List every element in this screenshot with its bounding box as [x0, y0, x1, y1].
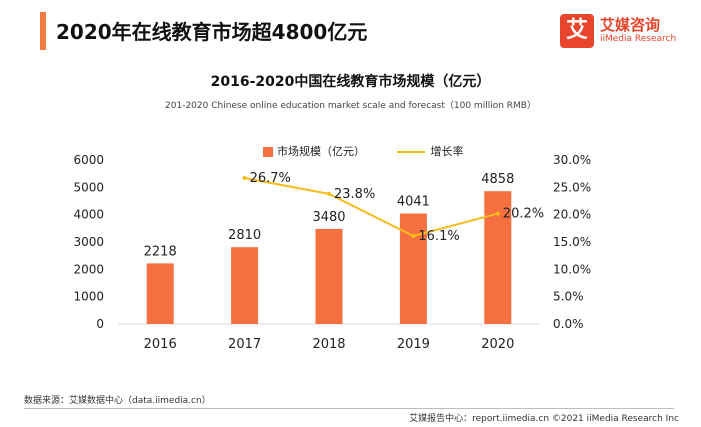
- legend-item-line: 增长率: [396, 143, 464, 159]
- brand-logo: 艾 艾媒咨询 iiMedia Research: [560, 12, 700, 52]
- y-left-tick-label: 0: [96, 317, 104, 331]
- growth-value-label: 16.1%: [418, 229, 459, 244]
- bar-2016: [146, 263, 174, 324]
- growth-point-2019: [411, 233, 416, 238]
- bar-2017: [231, 247, 259, 324]
- y-right-tick-label: 25.0%: [553, 180, 591, 194]
- bar-value-label: 4858: [481, 172, 514, 187]
- brand-name-en: iiMedia Research: [600, 34, 677, 44]
- footer-divider: [24, 408, 674, 409]
- x-tick-label: 2020: [481, 337, 514, 352]
- legend-item-bar: 市场规模（亿元）: [263, 143, 365, 159]
- y-left-tick-label: 3000: [73, 235, 104, 249]
- y-left-tick-label: 1000: [73, 290, 104, 304]
- bar-value-label: 3480: [312, 210, 345, 225]
- legend-line-label: 增长率: [430, 145, 464, 158]
- x-tick-label: 2018: [312, 337, 345, 352]
- legend-bar-swatch: [263, 147, 273, 157]
- legend-line-swatch: [396, 151, 425, 153]
- page-headline: 2020年在线教育市场超4800亿元: [56, 20, 368, 44]
- brand-logo-icon: 艾: [560, 14, 594, 48]
- x-tick-label: 2019: [397, 337, 430, 352]
- growth-value-label: 26.7%: [250, 171, 291, 186]
- y-left-tick-label: 4000: [73, 208, 104, 222]
- brand-name-cn: 艾媒咨询: [600, 16, 661, 34]
- chart-legend: 市场规模（亿元） 增长率: [263, 143, 492, 159]
- bar-value-label: 2810: [228, 228, 261, 243]
- y-right-tick-label: 30.0%: [553, 153, 591, 167]
- headline-accent-bar: [40, 12, 46, 50]
- chart-subtitle: 201-2020 Chinese online education market…: [165, 101, 536, 111]
- legend-bar-label: 市场规模（亿元）: [277, 145, 365, 158]
- growth-value-label: 23.8%: [334, 187, 375, 202]
- y-left-tick-label: 5000: [73, 180, 104, 194]
- bar-value-label: 4041: [397, 195, 430, 210]
- growth-value-label: 20.2%: [503, 207, 544, 222]
- x-tick-label: 2017: [228, 337, 261, 352]
- y-right-tick-label: 10.0%: [553, 262, 591, 276]
- growth-point-2020: [495, 211, 500, 216]
- chart-title: 2016-2020中国在线教育市场规模（亿元）: [210, 74, 491, 90]
- y-right-tick-label: 20.0%: [553, 208, 591, 222]
- growth-point-2018: [327, 191, 331, 196]
- y-right-tick-label: 15.0%: [553, 235, 591, 249]
- growth-rate-line: [244, 177, 499, 238]
- y-left-tick-label: 6000: [73, 153, 104, 167]
- bar-2018: [315, 228, 343, 324]
- y-right-tick-label: 5.0%: [553, 290, 584, 304]
- growth-point-2017: [242, 176, 247, 181]
- y-right-tick-label: 0.0%: [553, 317, 584, 331]
- x-tick-label: 2016: [144, 337, 177, 352]
- footer-copyright: 艾媒报告中心：report.iimedia.cn ©2021 iiMedia R…: [409, 414, 679, 424]
- data-source-note: 数据来源：艾媒数据中心（data.iimedia.cn）: [24, 396, 211, 406]
- y-left-tick-label: 2000: [73, 262, 104, 276]
- bar-value-label: 2218: [144, 244, 177, 259]
